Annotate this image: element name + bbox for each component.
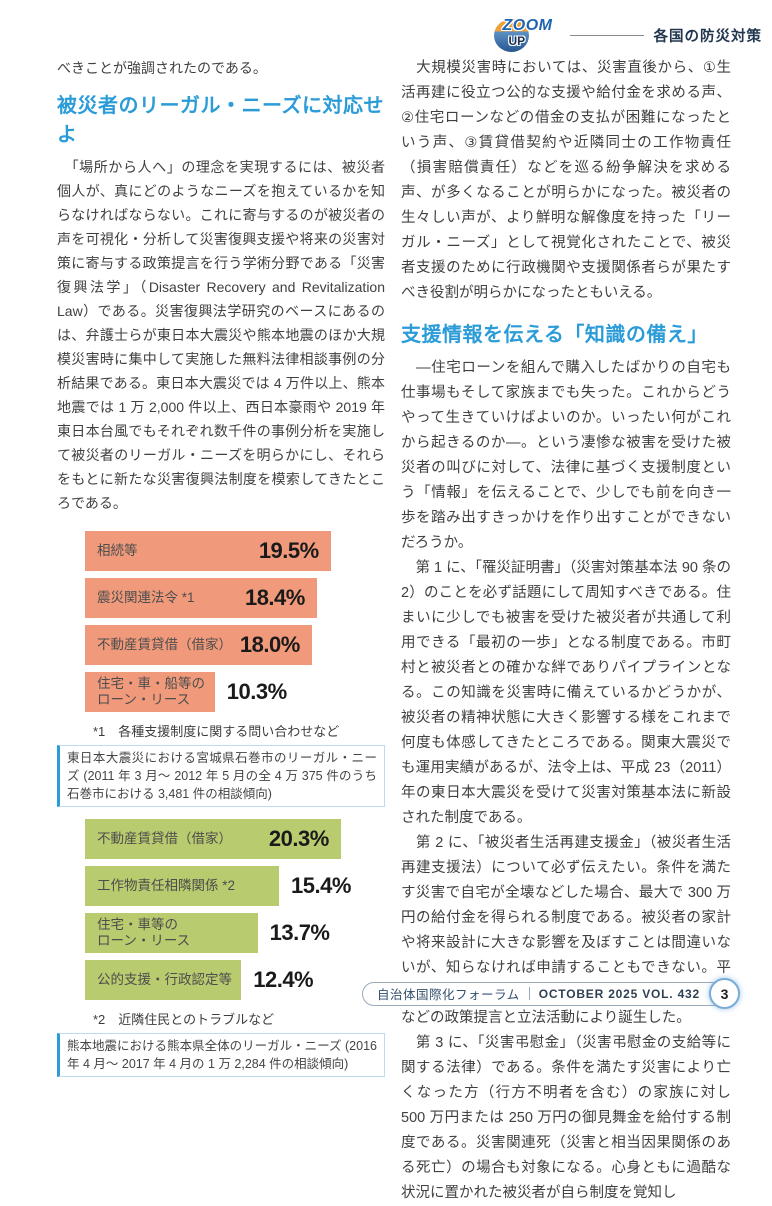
page-header: ZOOM UP 各国の防災対策 [493, 14, 763, 56]
paragraph-choikin: 第 3 に、「災害弔慰金」（災害弔慰金の支給等に関する法律）である。条件を満たす… [401, 1035, 731, 1201]
paragraph-disaster-voices: 大規模災害時においては、災害直後から、①生活再建に役立つ公的な支援や給付金を求め… [401, 60, 731, 301]
logo-up-text: UP [508, 34, 526, 48]
bar: 不動産賃貸借（借家） [85, 819, 341, 859]
journal-name: 自治体国際化フォーラム [377, 988, 520, 1002]
bar: 工作物責任相隣関係 *2 [85, 866, 280, 906]
chart-kumamoto-legal-needs: 不動産賃貸借（借家） 20.3% 工作物責任相隣関係 *2 15.4% 住宅・車等の ロ… [85, 819, 385, 1000]
bar: 不動産賃貸借（借家） [85, 625, 312, 665]
bar-category-label: 公的支援・行政認定等 [97, 972, 232, 987]
right-column: 大規模災害時においては、災害直後から、①生活再建に役立つ公的な支援や給付金を求め… [401, 56, 731, 1206]
bar-row: 不動産賃貸借（借家） 18.0% [85, 625, 385, 665]
caption-chart-1: 東日本大震災における宮城県石巻市のリーガル・ニーズ (2011 年 3 月～ 2… [57, 745, 385, 807]
paragraph-continuation: べきことが強調されたのである。 [57, 60, 267, 76]
article-body: べきことが強調されたのである。 被災者のリーガル・ニーズに対応せよ 「場所から人… [57, 56, 731, 1206]
bar-row: 震災関連法令 *1 18.4% [85, 578, 385, 618]
bar-value-label: 18.0% [239, 632, 300, 657]
bar-value-label: 19.5% [258, 538, 319, 563]
bar-value-label: 15.4% [291, 873, 351, 898]
page-number-badge: 3 [709, 978, 740, 1009]
footer-divider [528, 987, 530, 1000]
paragraph-victim-cry: ―住宅ローンを組んで購入したばかりの自宅も仕事場もそして家族までも失った。これか… [401, 360, 731, 551]
bar-row: 不動産賃貸借（借家） 20.3% [85, 819, 385, 859]
bar-category-label: 住宅・車・船等の ローン・リース [97, 676, 205, 707]
bar-category-label: 工作物責任相隣関係 *2 [97, 878, 236, 893]
bar-category-label: 不動産賃貸借（借家） [97, 831, 232, 846]
page-footer: 自治体国際化フォーラム OCTOBER 2025 VOL. 432 3 [362, 978, 740, 1009]
issue-label: OCTOBER 2025 VOL. 432 [538, 986, 700, 1001]
footnote-1: *1 各種支援制度に関する問い合わせなど [93, 724, 340, 739]
bar-category-label: 住宅・車等の ローン・リース [97, 917, 191, 948]
zoomup-globe-icon [493, 19, 529, 52]
section-label: 各国の防災対策 [653, 28, 762, 45]
bar-category-label: 相続等 [97, 543, 138, 558]
bar-category-label: 不動産賃貸借（借家） [97, 637, 232, 652]
footnote-2: *2 近隣住民とのトラブルなど [93, 1012, 275, 1027]
bar-category-label: 震災関連法令 *1 [97, 590, 195, 605]
bar: 震災関連法令 *1 [85, 578, 317, 618]
paragraph-legal-needs: 「場所から人へ」の理念を実現するには、被災者個人が、真にどのようなニーズを抱えて… [57, 159, 385, 511]
header-rule [569, 34, 644, 36]
bar-row: 工作物責任相隣関係 *2 15.4% [85, 866, 385, 906]
bar: 住宅・車・船等の ローン・リース [85, 672, 215, 712]
bar: 住宅・車等の ローン・リース [85, 913, 258, 953]
bar-value-label: 13.7% [269, 920, 330, 945]
heading-legal-needs: 被災者のリーガル・ニーズに対応せよ [57, 95, 384, 146]
left-column: べきことが強調されたのである。 被災者のリーガル・ニーズに対応せよ 「場所から人… [57, 56, 385, 1206]
bar: 公的支援・行政認定等 [85, 960, 242, 1000]
zoomup-logo: ZOOM UP [493, 14, 560, 56]
heading-knowledge-preparedness: 支援情報を伝える「知識の備え」 [401, 324, 708, 346]
footer-journal-pill: 自治体国際化フォーラム OCTOBER 2025 VOL. 432 [362, 981, 727, 1006]
caption-chart-2: 熊本地震における熊本県全体のリーガル・ニーズ (2016 年 4 月～ 2017… [57, 1033, 385, 1077]
bar-row: 住宅・車・船等の ローン・リース 10.3% [85, 672, 385, 712]
bar-value-label: 20.3% [268, 826, 329, 851]
bar-value-label: 18.4% [244, 585, 305, 610]
paragraph-risai-shomeisho: 第 1 に、「罹災証明書」（災害対策基本法 90 条の 2）のことを必ず話題にし… [401, 560, 731, 826]
bar-value-label: 10.3% [226, 679, 287, 704]
bar: 相続等 [85, 531, 331, 571]
logo-zoom-text: ZOOM [502, 17, 553, 34]
bar-row: 相続等 19.5% [85, 531, 385, 571]
bar-row: 公的支援・行政認定等 12.4% [85, 960, 385, 1000]
chart-ishinomaki-legal-needs: 相続等 19.5% 震災関連法令 *1 18.4% 不動産賃貸借（借家） 18.0% 住宅・… [85, 531, 385, 712]
bar-value-label: 12.4% [253, 967, 314, 992]
bar-row: 住宅・車等の ローン・リース 13.7% [85, 913, 385, 953]
